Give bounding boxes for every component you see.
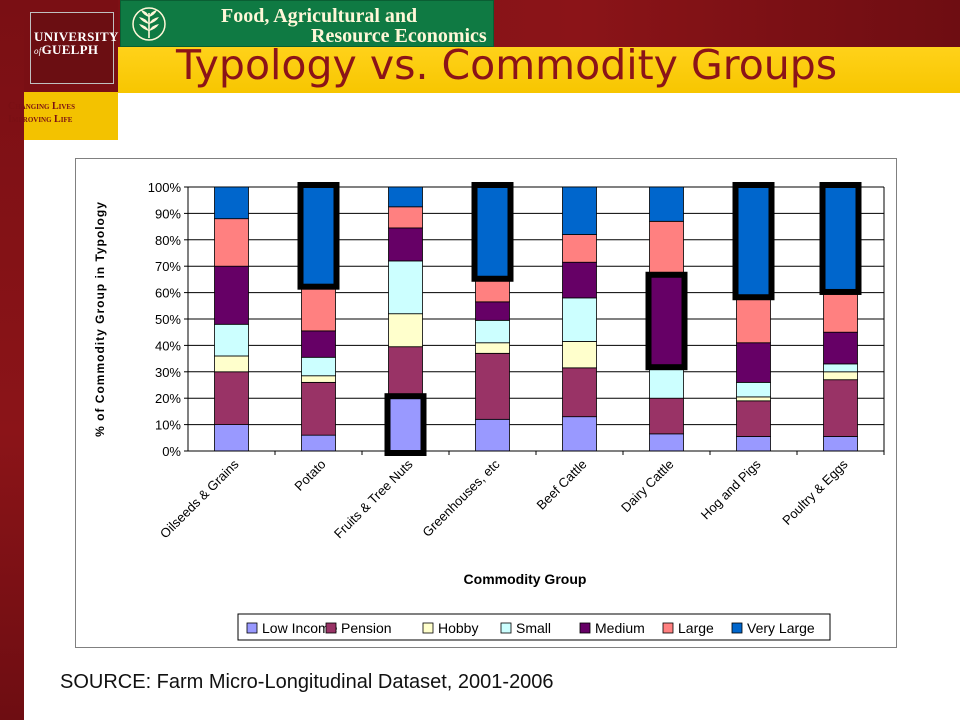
tagline-line1: Changing Lives — [8, 101, 75, 112]
university-name-line1: UNIVERSITY — [34, 29, 119, 44]
tagline-box — [24, 92, 118, 140]
tagline: Changing Lives Improving Life — [8, 100, 98, 126]
department-banner: Food, Agricultural and Resource Economic… — [120, 0, 494, 47]
chart-panel — [75, 158, 897, 648]
university-logo-frame — [30, 12, 114, 84]
title-band — [118, 47, 960, 93]
university-name-of: of — [34, 46, 42, 56]
slide-title: Typology vs. Commodity Groups — [176, 41, 838, 89]
university-name-line2: GUELPH — [41, 42, 99, 57]
source-note: SOURCE: Farm Micro-Longitudinal Dataset,… — [60, 671, 554, 693]
department-name-line2: Resource Economics — [311, 25, 487, 47]
wheat-emblem-icon — [132, 7, 166, 41]
tagline-line2: Improving Life — [8, 114, 73, 125]
department-name-line1: Food, Agricultural and — [221, 5, 418, 27]
left-strip — [0, 0, 24, 720]
university-logo: UNIVERSITY ofGUELPH — [24, 0, 118, 92]
university-wordmark: UNIVERSITY ofGUELPH — [34, 30, 119, 58]
